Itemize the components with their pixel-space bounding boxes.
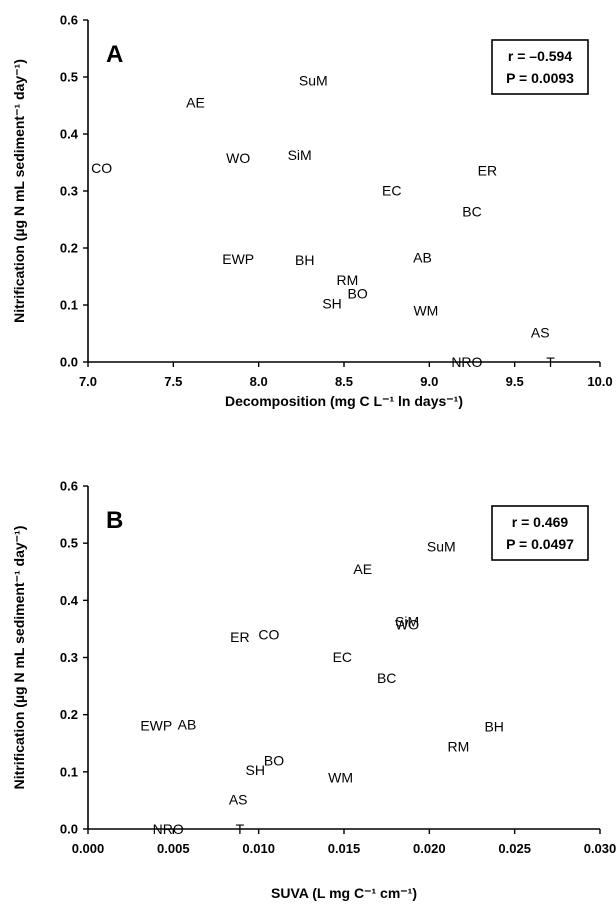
stats-box xyxy=(491,505,589,561)
y-tick-label: 0.1 xyxy=(60,764,78,779)
y-tick-label: 0.2 xyxy=(60,241,78,256)
data-point-t: T xyxy=(236,821,245,837)
y-tick-label: 0.4 xyxy=(60,593,79,608)
y-tick-label: 0.0 xyxy=(60,355,78,370)
data-point-bo: BO xyxy=(348,286,368,302)
x-tick-label: 0.010 xyxy=(242,841,275,856)
data-point-wo: WO xyxy=(226,150,250,166)
x-tick-label: 0.020 xyxy=(413,841,446,856)
data-point-nro: NRO xyxy=(153,821,184,837)
data-point-bh: BH xyxy=(295,252,314,268)
x-tick-label: 0.025 xyxy=(498,841,531,856)
y-tick-label: 0.3 xyxy=(60,650,78,665)
data-point-as: AS xyxy=(229,791,248,807)
panel-letter: A xyxy=(106,41,123,68)
x-tick-label: 0.000 xyxy=(72,841,105,856)
data-point-ec: EC xyxy=(333,649,352,665)
x-tick-label: 0.005 xyxy=(157,841,190,856)
x-tick-label: 8.0 xyxy=(250,374,268,389)
x-tick-label: 9.0 xyxy=(420,374,438,389)
data-point-ewp: EWP xyxy=(222,251,254,267)
x-axis-title: Decomposition (mg C L⁻¹ ln days⁻¹) xyxy=(225,393,463,409)
panel-letter: B xyxy=(106,507,123,534)
data-point-wo: WO xyxy=(395,616,419,632)
data-point-sim: SiM xyxy=(395,613,419,629)
data-point-ewp: EWP xyxy=(140,718,172,734)
y-tick-label: 0.6 xyxy=(60,13,78,28)
data-point-sh: SH xyxy=(246,762,265,778)
data-point-bc: BC xyxy=(377,670,396,686)
stat-r: r = 0.469 xyxy=(512,514,569,530)
y-axis-title: Nitrification (µg N mL sediment⁻¹ day⁻¹) xyxy=(11,526,27,790)
data-point-ae: AE xyxy=(353,561,372,577)
data-point-rm: RM xyxy=(447,739,469,755)
stat-r: r = –0.594 xyxy=(508,48,572,64)
data-point-er: ER xyxy=(230,629,249,645)
y-tick-label: 0.1 xyxy=(60,298,78,313)
data-point-sh: SH xyxy=(322,295,341,311)
data-point-wm: WM xyxy=(413,303,438,319)
x-axis-title: SUVA (L mg C⁻¹ cm⁻¹) xyxy=(271,885,417,901)
y-tick-label: 0.5 xyxy=(60,70,78,85)
data-point-ae: AE xyxy=(186,95,205,111)
x-tick-label: 9.5 xyxy=(506,374,524,389)
data-point-wm: WM xyxy=(328,770,353,786)
data-point-bh: BH xyxy=(484,719,503,735)
y-tick-label: 0.5 xyxy=(60,536,78,551)
y-tick-label: 0.4 xyxy=(60,127,79,142)
x-tick-label: 10.0 xyxy=(587,374,612,389)
data-point-t: T xyxy=(546,354,555,370)
data-point-ab: AB xyxy=(413,250,432,266)
data-point-rm: RM xyxy=(337,272,359,288)
data-point-co: CO xyxy=(258,627,279,643)
chart-panel-a: 0.0 0.1 0.2 0.3 0.4 0.5 0.6 7.0 7.5 8.0 8.5 9.0 9.5 1… xyxy=(11,13,613,410)
y-axis-title: Nitrification (µg N mL sediment⁻¹ day⁻¹) xyxy=(11,59,27,323)
chart-panel-b: 0.0 0.1 0.2 0.3 0.4 0.5 0.6 0.000 0.005 0.010 0.01… xyxy=(11,479,616,902)
stat-p: P = 0.0497 xyxy=(506,536,574,552)
stat-p: P = 0.0093 xyxy=(506,70,574,86)
x-tick-label: 7.0 xyxy=(79,374,97,389)
data-point-bc: BC xyxy=(462,204,481,220)
stats-box xyxy=(491,39,589,95)
data-point-sum: SuM xyxy=(299,72,328,88)
y-tick-label: 0.0 xyxy=(60,822,78,837)
y-tick-label: 0.6 xyxy=(60,479,78,494)
data-point-co: CO xyxy=(91,160,112,176)
x-tick-label: 7.5 xyxy=(164,374,182,389)
x-tick-label: 0.015 xyxy=(328,841,361,856)
data-point-sum: SuM xyxy=(427,539,456,555)
data-point-as: AS xyxy=(531,324,550,340)
data-point-nro: NRO xyxy=(451,354,482,370)
data-point-sim: SiM xyxy=(288,147,312,163)
x-tick-label: 0.030 xyxy=(584,841,616,856)
data-point-bo: BO xyxy=(264,752,284,768)
y-tick-label: 0.2 xyxy=(60,707,78,722)
x-tick-label: 8.5 xyxy=(335,374,353,389)
data-point-ec: EC xyxy=(382,182,401,198)
y-tick-label: 0.3 xyxy=(60,184,78,199)
data-point-ab: AB xyxy=(178,716,197,732)
data-point-er: ER xyxy=(478,162,497,178)
